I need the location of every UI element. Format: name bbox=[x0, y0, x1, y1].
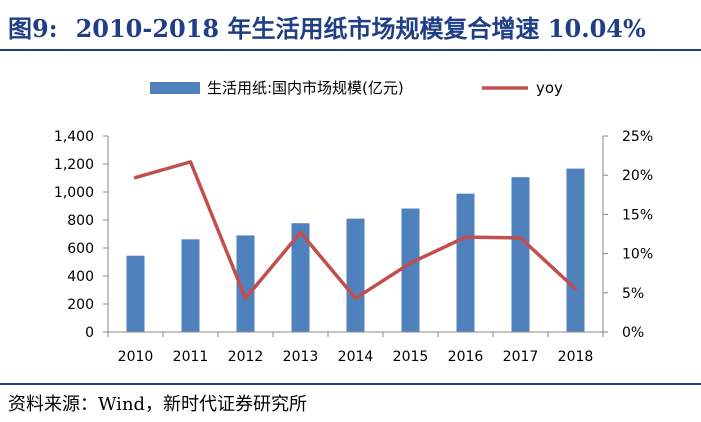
left-tick-label: 600 bbox=[67, 241, 94, 257]
right-tick-label: 25% bbox=[622, 129, 653, 145]
bar bbox=[456, 193, 475, 332]
x-tick-label: 2014 bbox=[338, 349, 374, 365]
left-tick-label: 400 bbox=[67, 269, 94, 285]
bar bbox=[511, 177, 530, 332]
bar-series bbox=[126, 168, 585, 332]
right-axis: 0% 5% 10% 15% 20% 25% bbox=[602, 129, 653, 341]
bar bbox=[401, 208, 420, 332]
title-rule bbox=[0, 49, 701, 51]
source-note: 资料来源：Wind，新时代证券研究所 bbox=[8, 394, 308, 415]
x-axis: 2010 2011 2012 2013 2014 2015 2016 2017 2018 bbox=[107, 331, 604, 365]
legend-bar-label: 生活用纸:国内市场规模(亿元) bbox=[207, 79, 404, 97]
figure-title: 图9: 2010-2018 年生活用纸市场规模复合增速 10.04% bbox=[8, 12, 646, 46]
legend-bar-swatch bbox=[150, 82, 200, 94]
left-tick-label: 0 bbox=[85, 325, 94, 341]
right-tick-label: 5% bbox=[622, 286, 644, 302]
legend-line-label: yoy bbox=[536, 79, 563, 97]
figure-number: 图9: bbox=[8, 14, 58, 43]
left-axis: 0 200 400 600 800 1,000 1,200 1,400 bbox=[54, 129, 109, 341]
right-tick-label: 20% bbox=[622, 168, 653, 184]
right-tick-label: 10% bbox=[622, 247, 653, 263]
x-tick-label: 2017 bbox=[503, 349, 539, 365]
bar bbox=[126, 255, 145, 332]
x-tick-label: 2012 bbox=[228, 349, 264, 365]
x-tick-label: 2010 bbox=[118, 349, 154, 365]
bar bbox=[346, 218, 365, 332]
figure-title-text: 2010-2018 年生活用纸市场规模复合增速 10.04% bbox=[75, 14, 646, 43]
bar bbox=[291, 223, 310, 332]
right-tick-label: 15% bbox=[622, 207, 653, 223]
bar bbox=[181, 239, 200, 332]
left-tick-label: 800 bbox=[67, 213, 94, 229]
yoy-series bbox=[133, 160, 578, 301]
x-tick-label: 2013 bbox=[283, 349, 319, 365]
x-tick-label: 2015 bbox=[393, 349, 429, 365]
left-tick-label: 200 bbox=[67, 297, 94, 313]
left-tick-label: 1,000 bbox=[54, 185, 94, 201]
legend: 生活用纸:国内市场规模(亿元) yoy bbox=[150, 79, 563, 97]
bar bbox=[236, 235, 255, 332]
x-tick-label: 2011 bbox=[173, 349, 209, 365]
x-tick-label: 2018 bbox=[558, 349, 594, 365]
source-rule bbox=[0, 383, 701, 385]
left-tick-label: 1,200 bbox=[54, 157, 94, 173]
bar bbox=[566, 168, 585, 332]
left-tick-label: 1,400 bbox=[54, 129, 94, 145]
right-tick-label: 0% bbox=[622, 325, 644, 341]
x-tick-label: 2016 bbox=[448, 349, 484, 365]
